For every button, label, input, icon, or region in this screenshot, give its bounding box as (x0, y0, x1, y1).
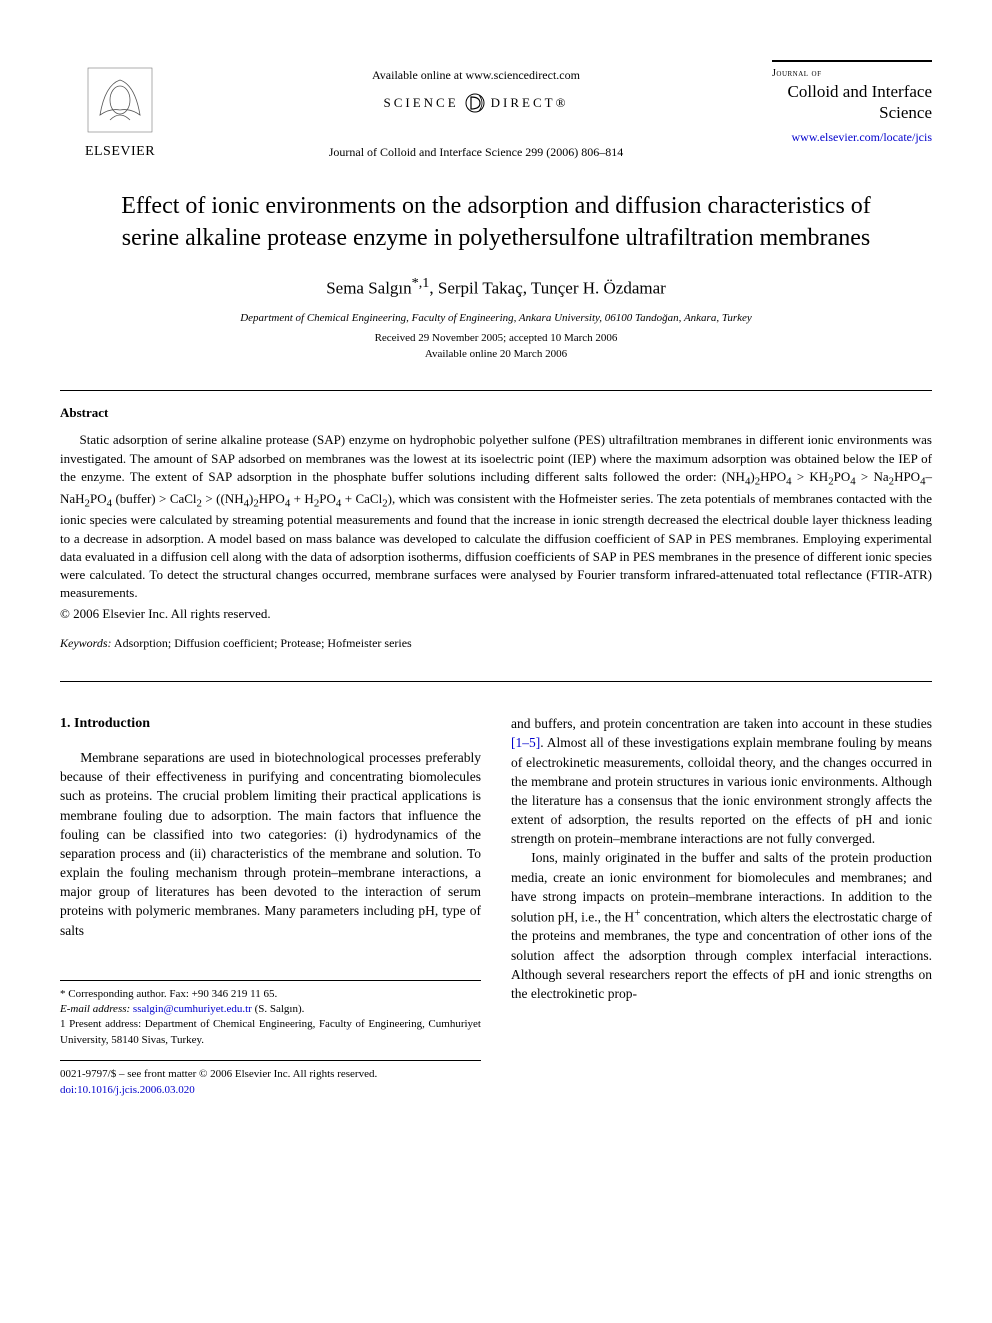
article-title: Effect of ionic environments on the adso… (100, 190, 892, 255)
dates-received: Received 29 November 2005; accepted 10 M… (60, 332, 932, 344)
authors: Sema Salgın*,1, Serpil Takaç, Tunçer H. … (60, 275, 932, 299)
sd-left: SCIENCE (384, 95, 459, 111)
keywords-row: Keywords: Adsorption; Diffusion coeffici… (60, 636, 932, 651)
intro-heading: 1. Introduction (60, 714, 481, 734)
keywords-label: Keywords: (60, 636, 112, 650)
sd-right: DIRECT® (491, 95, 569, 111)
journal-of-label: Journal of (772, 68, 932, 79)
intro-para-1: Membrane separations are used in biotech… (60, 748, 481, 940)
journal-reference: Journal of Colloid and Interface Science… (180, 145, 772, 160)
email-label: E-mail address: (60, 1003, 130, 1015)
journal-box: Journal of Colloid and Interface Science… (772, 60, 932, 145)
footer-copyright: 0021-9797/$ – see front matter © 2006 El… (60, 1067, 481, 1082)
email-suffix: (S. Salgın). (252, 1003, 305, 1015)
intro-para-3: Ions, mainly originated in the buffer an… (511, 848, 932, 1003)
sd-d-icon (465, 93, 485, 113)
footnote-email-row: E-mail address: ssalgin@cumhuriyet.edu.t… (60, 1002, 481, 1017)
science-direct-logo: SCIENCE DIRECT® (384, 93, 569, 113)
footer-block: 0021-9797/$ – see front matter © 2006 El… (60, 1067, 481, 1098)
divider-bottom (60, 681, 932, 682)
header-row: ELSEVIER Available online at www.science… (60, 60, 932, 160)
column-right: and buffers, and protein concentration a… (511, 714, 932, 1098)
divider-top (60, 390, 932, 391)
journal-name: Colloid and Interface Science (772, 81, 932, 124)
elsevier-block: ELSEVIER (60, 60, 180, 160)
abstract-copyright: © 2006 Elsevier Inc. All rights reserved… (60, 606, 932, 622)
footnote-corresponding: * Corresponding author. Fax: +90 346 219… (60, 987, 481, 1002)
elsevier-text: ELSEVIER (85, 144, 155, 160)
elsevier-logo (80, 60, 160, 140)
intro-para-2: and buffers, and protein concentration a… (511, 714, 932, 848)
header-center: Available online at www.sciencedirect.co… (180, 60, 772, 160)
available-online-text: Available online at www.sciencedirect.co… (180, 68, 772, 83)
footnote-present-address: 1 Present address: Department of Chemica… (60, 1017, 481, 1048)
email-address[interactable]: ssalgin@cumhuriyet.edu.tr (130, 1003, 252, 1015)
footer-doi[interactable]: doi:10.1016/j.jcis.2006.03.020 (60, 1083, 481, 1098)
footnotes-block: * Corresponding author. Fax: +90 346 219… (60, 980, 481, 1049)
body-columns: 1. Introduction Membrane separations are… (60, 714, 932, 1098)
abstract-text: Static adsorption of serine alkaline pro… (60, 431, 932, 602)
abstract-heading: Abstract (60, 405, 932, 421)
keywords-text: Adsorption; Diffusion coefficient; Prote… (112, 636, 412, 650)
column-left: 1. Introduction Membrane separations are… (60, 714, 481, 1098)
footer-divider (60, 1060, 481, 1061)
journal-link[interactable]: www.elsevier.com/locate/jcis (772, 130, 932, 145)
affiliation: Department of Chemical Engineering, Facu… (60, 312, 932, 324)
dates-available: Available online 20 March 2006 (60, 348, 932, 360)
